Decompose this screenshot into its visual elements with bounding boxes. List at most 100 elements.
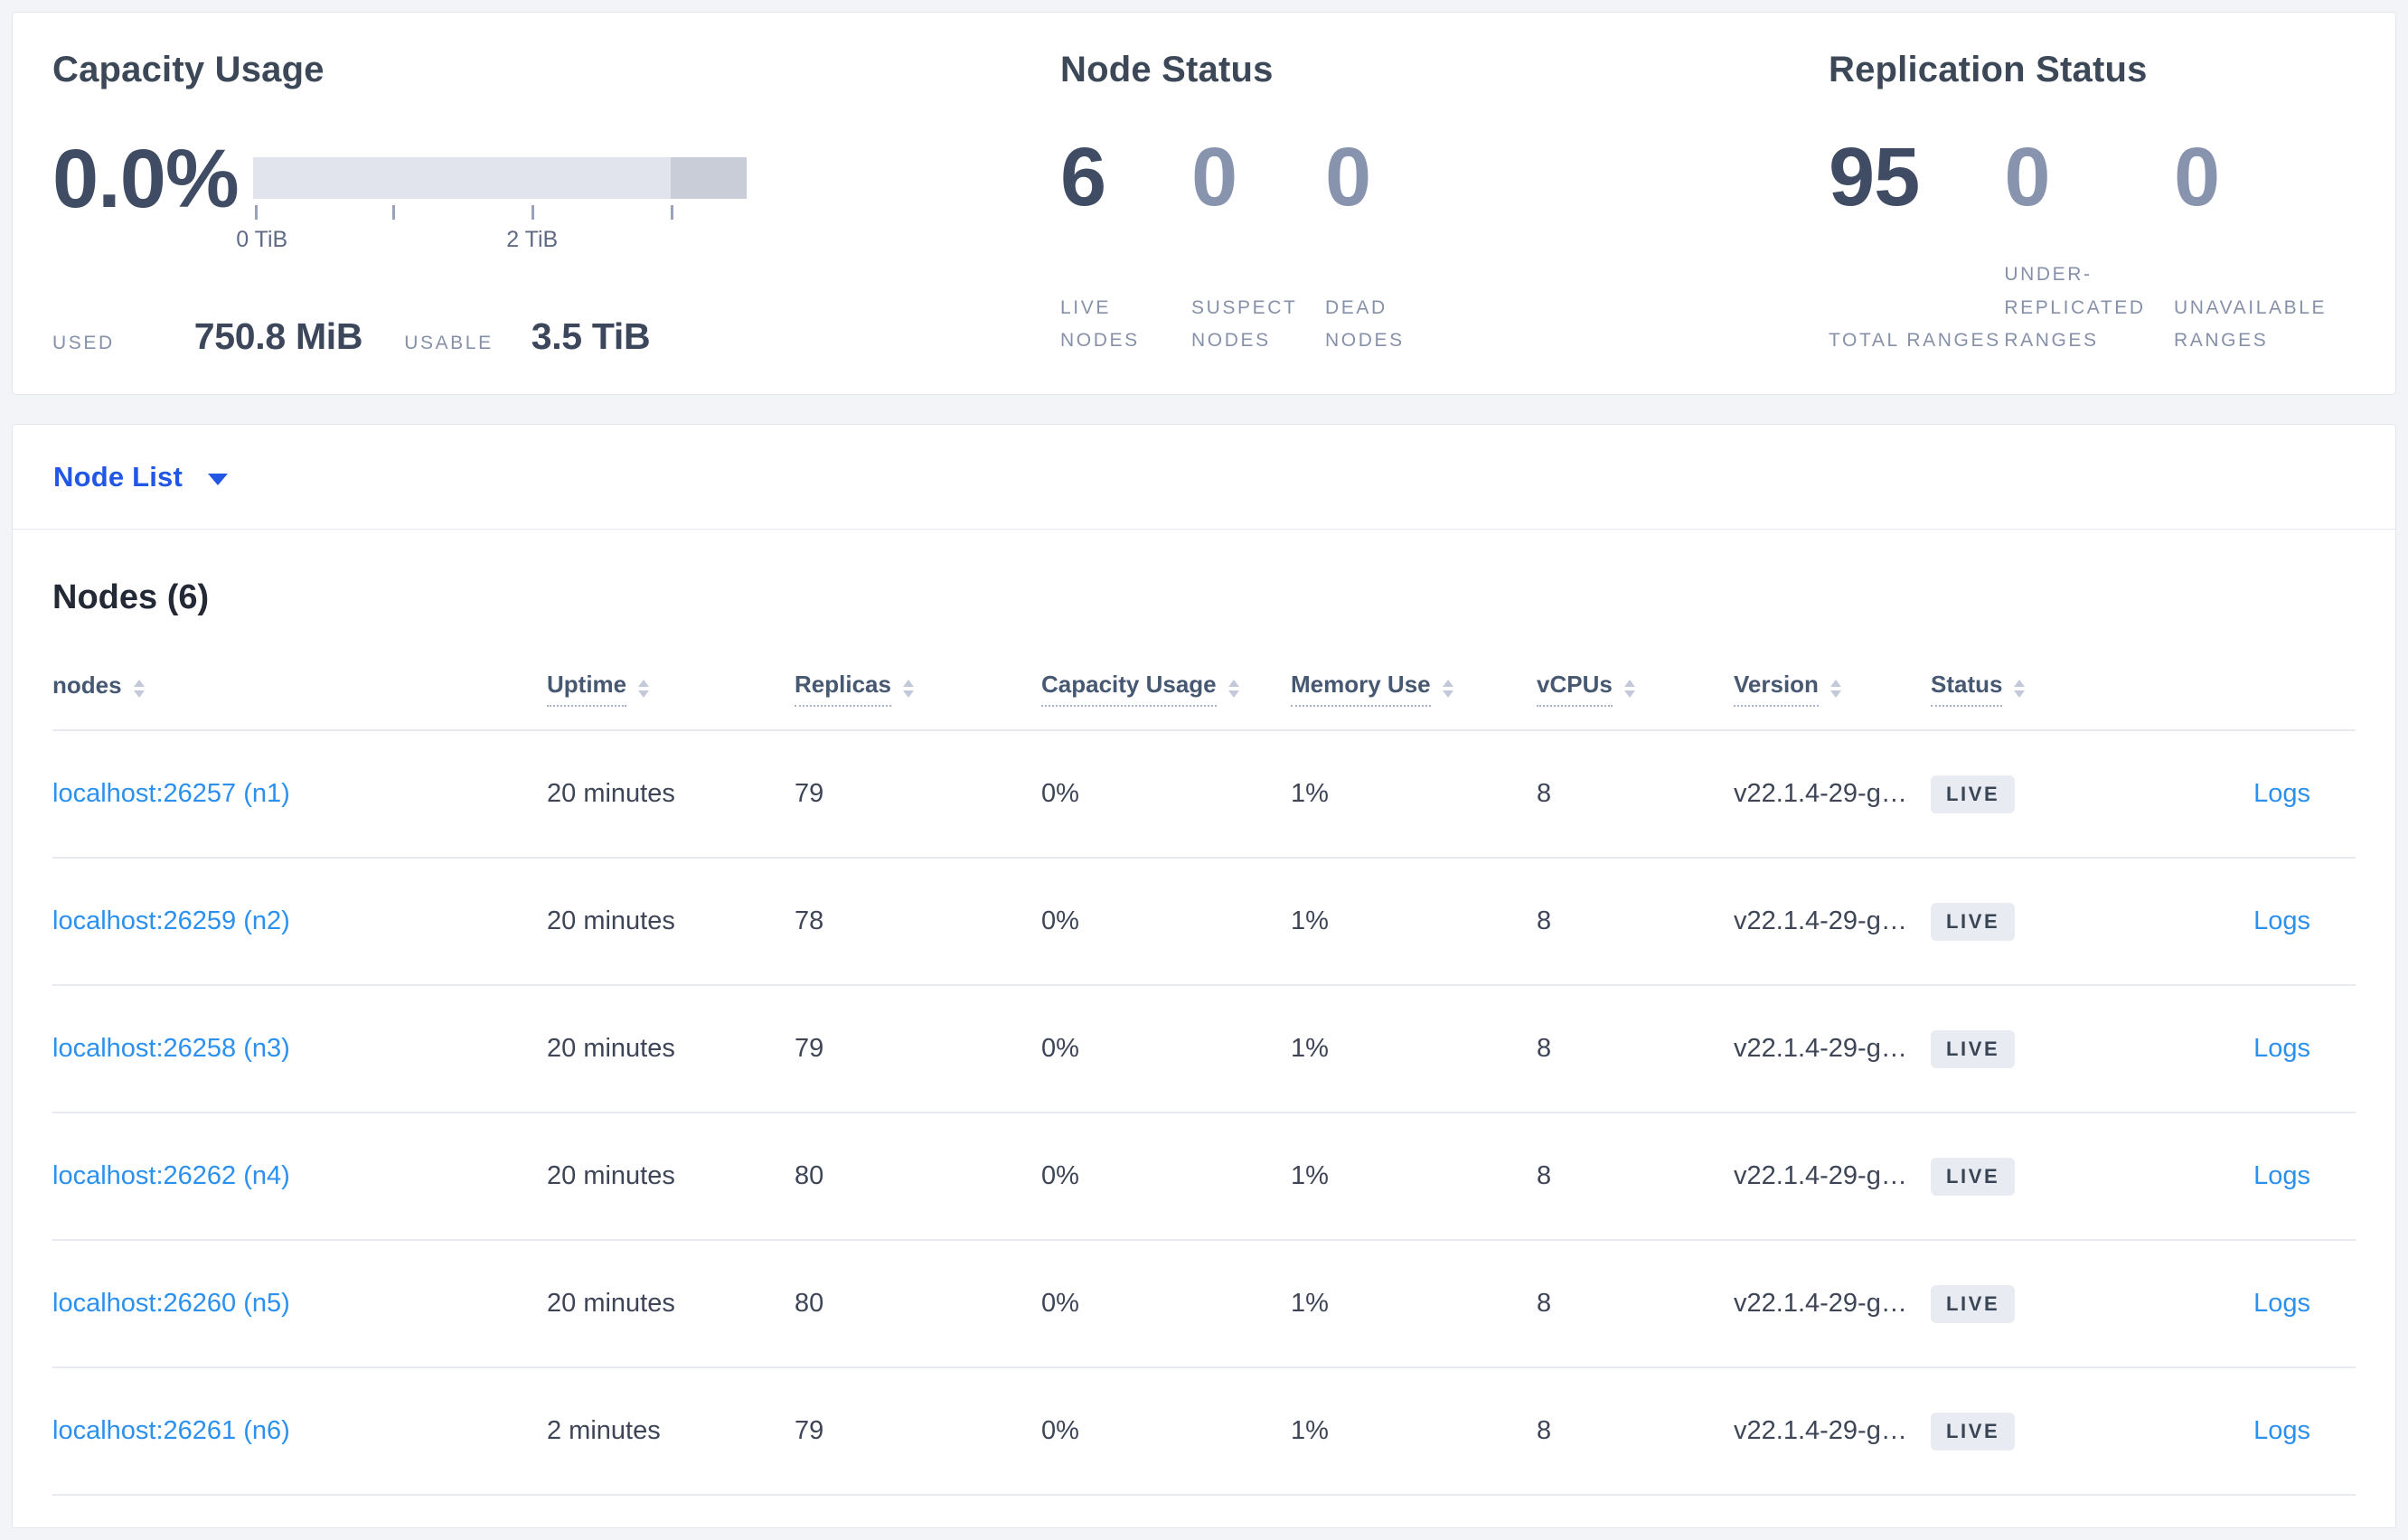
tick-label-0tib: 0 TiB bbox=[236, 227, 288, 252]
live-nodes-stat: 6 LIVE NODES bbox=[1060, 136, 1191, 358]
column-header-version[interactable]: Version bbox=[1734, 671, 1931, 708]
uptime-cell: 20 minutes bbox=[547, 779, 675, 808]
sort-icon bbox=[1830, 680, 1841, 698]
logs-link[interactable]: Logs bbox=[2253, 1161, 2310, 1190]
capacity-usage-visual: 0.0% 0 TiB 2 TiB bbox=[52, 137, 1060, 254]
tick-mark bbox=[254, 205, 258, 220]
column-header-status[interactable]: Status bbox=[1931, 671, 2160, 708]
memory-use-cell: 1% bbox=[1291, 906, 1329, 935]
tick-mark bbox=[391, 205, 395, 220]
vcpus-cell: 8 bbox=[1537, 1034, 1552, 1063]
logs-link[interactable]: Logs bbox=[2253, 1289, 2310, 1318]
column-header-uptime[interactable]: Uptime bbox=[547, 671, 795, 708]
uptime-cell: 20 minutes bbox=[547, 906, 675, 935]
status-badge: LIVE bbox=[1931, 1284, 2016, 1323]
suspect-nodes-count: 0 bbox=[1191, 131, 1237, 223]
node-link[interactable]: localhost:26259 (n2) bbox=[52, 906, 290, 935]
node-link[interactable]: localhost:26260 (n5) bbox=[52, 1289, 290, 1318]
memory-use-cell: 1% bbox=[1291, 1289, 1329, 1318]
vcpus-cell: 8 bbox=[1537, 1289, 1552, 1318]
node-link[interactable]: localhost:26262 (n4) bbox=[52, 1161, 290, 1190]
node-list-dropdown-label: Node List bbox=[53, 460, 183, 493]
unavailable-ranges-label: UNAVAILABLE RANGES bbox=[2174, 296, 2328, 352]
live-nodes-count: 6 bbox=[1060, 131, 1106, 223]
capacity-usage-cell: 0% bbox=[1041, 779, 1079, 808]
node-link[interactable]: localhost:26258 (n3) bbox=[52, 1034, 290, 1063]
capacity-usage-cell: 0% bbox=[1041, 1034, 1079, 1063]
logs-link[interactable]: Logs bbox=[2253, 779, 2310, 808]
node-link[interactable]: localhost:26261 (n6) bbox=[52, 1416, 290, 1445]
capacity-usage-cell: 0% bbox=[1041, 1416, 1079, 1445]
column-header-nodes[interactable]: nodes bbox=[52, 671, 547, 706]
view-selector-bar: Node List bbox=[13, 425, 2395, 530]
logs-link[interactable]: Logs bbox=[2253, 1416, 2310, 1445]
status-badge: LIVE bbox=[1931, 775, 2016, 813]
node-status-title: Node Status bbox=[1060, 50, 1274, 89]
under-replicated-ranges-stat: 0 UNDER-REPLICATED RANGES bbox=[2004, 136, 2174, 358]
table-row: localhost:26262 (n4) 20 minutes 80 0% 1%… bbox=[52, 1113, 2356, 1241]
capacity-percent-value: 0.0% bbox=[52, 133, 240, 225]
vcpus-cell: 8 bbox=[1537, 1416, 1552, 1445]
caret-down-icon bbox=[208, 474, 229, 485]
capacity-usage-cell: 0% bbox=[1041, 1289, 1079, 1318]
total-ranges-count: 95 bbox=[1829, 131, 1920, 223]
used-value: 750.8 MiB bbox=[193, 315, 363, 357]
nodes-table-section: Nodes (6) nodes Uptime Replicas Capacity… bbox=[13, 530, 2395, 1496]
sort-icon bbox=[1442, 680, 1453, 698]
vcpus-cell: 8 bbox=[1537, 779, 1552, 808]
replicas-cell: 79 bbox=[795, 1416, 824, 1445]
tick-mark bbox=[670, 205, 673, 220]
replicas-cell: 80 bbox=[795, 1161, 824, 1190]
column-header-memory-use[interactable]: Memory Use bbox=[1291, 671, 1537, 708]
node-status-stats: 6 LIVE NODES 0 SUSPECT NODES 0 DEAD NODE… bbox=[1060, 136, 1829, 358]
under-replicated-ranges-label: UNDER-REPLICATED RANGES bbox=[2004, 263, 2146, 352]
vcpus-cell: 8 bbox=[1537, 1161, 1552, 1190]
suspect-nodes-stat: 0 SUSPECT NODES bbox=[1191, 136, 1325, 358]
logs-link[interactable]: Logs bbox=[2253, 906, 2310, 935]
memory-use-cell: 1% bbox=[1291, 779, 1329, 808]
status-badge: LIVE bbox=[1931, 1029, 2016, 1068]
capacity-used-usable-row: USED 750.8 MiB USABLE 3.5 TiB bbox=[52, 315, 1060, 358]
uptime-cell: 2 minutes bbox=[547, 1416, 661, 1445]
nodes-table-body: localhost:26257 (n1) 20 minutes 79 0% 1%… bbox=[52, 731, 2356, 1496]
column-header-capacity-usage[interactable]: Capacity Usage bbox=[1041, 671, 1291, 708]
logs-link[interactable]: Logs bbox=[2253, 1034, 2310, 1063]
usable-label: USABLE bbox=[404, 333, 494, 353]
sort-icon bbox=[2014, 680, 2026, 698]
table-row: localhost:26258 (n3) 20 minutes 79 0% 1%… bbox=[52, 986, 2356, 1113]
cluster-summary-card: Capacity Usage 0.0% 0 TiB 2 TiB bbox=[12, 12, 2396, 395]
uptime-cell: 20 minutes bbox=[547, 1034, 675, 1063]
sort-icon bbox=[1623, 680, 1635, 698]
status-badge: LIVE bbox=[1931, 1157, 2016, 1196]
replication-status-section: Replication Status 95 TOTAL RANGES 0 UND… bbox=[1829, 51, 2356, 358]
vcpus-cell: 8 bbox=[1537, 906, 1552, 935]
capacity-bar-end-segment bbox=[670, 157, 747, 199]
under-replicated-ranges-count: 0 bbox=[2004, 131, 2050, 223]
replicas-cell: 79 bbox=[795, 1034, 824, 1063]
capacity-usage-section: Capacity Usage 0.0% 0 TiB 2 TiB bbox=[52, 51, 1060, 358]
tick-label-2tib: 2 TiB bbox=[506, 227, 559, 252]
status-badge: LIVE bbox=[1931, 1412, 2016, 1451]
dead-nodes-stat: 0 DEAD NODES bbox=[1325, 136, 1444, 358]
total-ranges-stat: 95 TOTAL RANGES bbox=[1829, 136, 2004, 358]
sort-icon bbox=[638, 680, 650, 698]
replicas-cell: 79 bbox=[795, 779, 824, 808]
version-cell: v22.1.4-29-g… bbox=[1734, 1416, 1907, 1445]
version-cell: v22.1.4-29-g… bbox=[1734, 1289, 1907, 1318]
capacity-usage-title: Capacity Usage bbox=[52, 50, 325, 89]
dead-nodes-label: DEAD NODES bbox=[1325, 296, 1405, 352]
node-link[interactable]: localhost:26257 (n1) bbox=[52, 779, 290, 808]
column-header-replicas[interactable]: Replicas bbox=[795, 671, 1041, 708]
node-list-dropdown[interactable]: Node List bbox=[53, 460, 229, 493]
dead-nodes-count: 0 bbox=[1325, 131, 1371, 223]
tick-mark bbox=[531, 205, 534, 220]
capacity-usage-cell: 0% bbox=[1041, 906, 1079, 935]
capacity-bar-ticks bbox=[253, 205, 747, 225]
replicas-cell: 80 bbox=[795, 1289, 824, 1318]
capacity-bar-tick-labels: 0 TiB 2 TiB bbox=[236, 227, 747, 254]
column-header-vcpus[interactable]: vCPUs bbox=[1537, 671, 1734, 708]
version-cell: v22.1.4-29-g… bbox=[1734, 779, 1907, 808]
status-badge: LIVE bbox=[1931, 902, 2016, 941]
node-list-card: Node List Nodes (6) nodes Uptime Replica… bbox=[12, 424, 2396, 1528]
memory-use-cell: 1% bbox=[1291, 1034, 1329, 1063]
